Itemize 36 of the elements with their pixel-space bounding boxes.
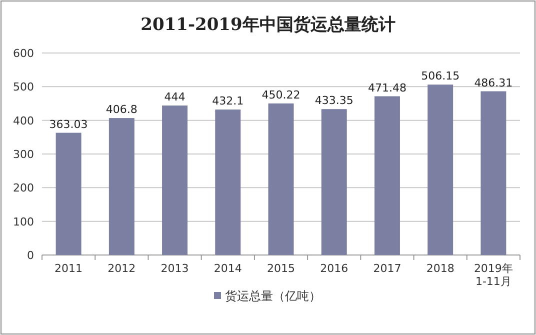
x-tick-label: 2016: [320, 262, 348, 275]
data-label: 486.31: [474, 76, 513, 90]
data-label: 406.8: [106, 103, 138, 116]
bar: [108, 118, 134, 255]
y-tick-label: 300: [13, 148, 34, 161]
bar: [215, 110, 241, 255]
x-tick-label: 2018: [426, 262, 454, 275]
x-tick-label: 2013: [160, 262, 189, 275]
y-tick-label: 200: [13, 182, 34, 195]
y-tick-label: 600: [13, 47, 34, 60]
y-tick-label: 0: [27, 249, 34, 262]
bar: [428, 84, 454, 255]
bar: [162, 106, 188, 255]
bar: [268, 103, 294, 255]
x-tick-label: 2019年 1-11月: [474, 262, 513, 288]
y-tick-label: 400: [13, 114, 34, 128]
data-label: 450.22: [262, 88, 300, 102]
y-tick-label: 500: [13, 80, 34, 94]
x-tick-label: 2011: [54, 262, 83, 275]
bar: [321, 109, 347, 255]
chart-title: 2011-2019年中国货运总量统计: [140, 15, 396, 35]
x-tick-label: 2012: [108, 262, 136, 275]
data-label: 506.15: [421, 70, 460, 83]
data-label: 471.48: [368, 81, 406, 94]
bar: [56, 132, 82, 255]
data-label: 363.03: [49, 118, 88, 131]
x-tick-label: 2017: [373, 262, 402, 275]
data-label: 433.35: [314, 94, 354, 108]
x-tick-label: 2014: [214, 262, 242, 275]
bar: [374, 96, 400, 255]
x-tick-label: 2015: [267, 262, 295, 275]
y-tick-label: 100: [13, 215, 34, 228]
data-label: 432.1: [212, 94, 244, 108]
legend: 货运总量（亿吨）: [214, 289, 321, 303]
data-label: 444: [164, 90, 186, 104]
bar: [480, 91, 506, 255]
